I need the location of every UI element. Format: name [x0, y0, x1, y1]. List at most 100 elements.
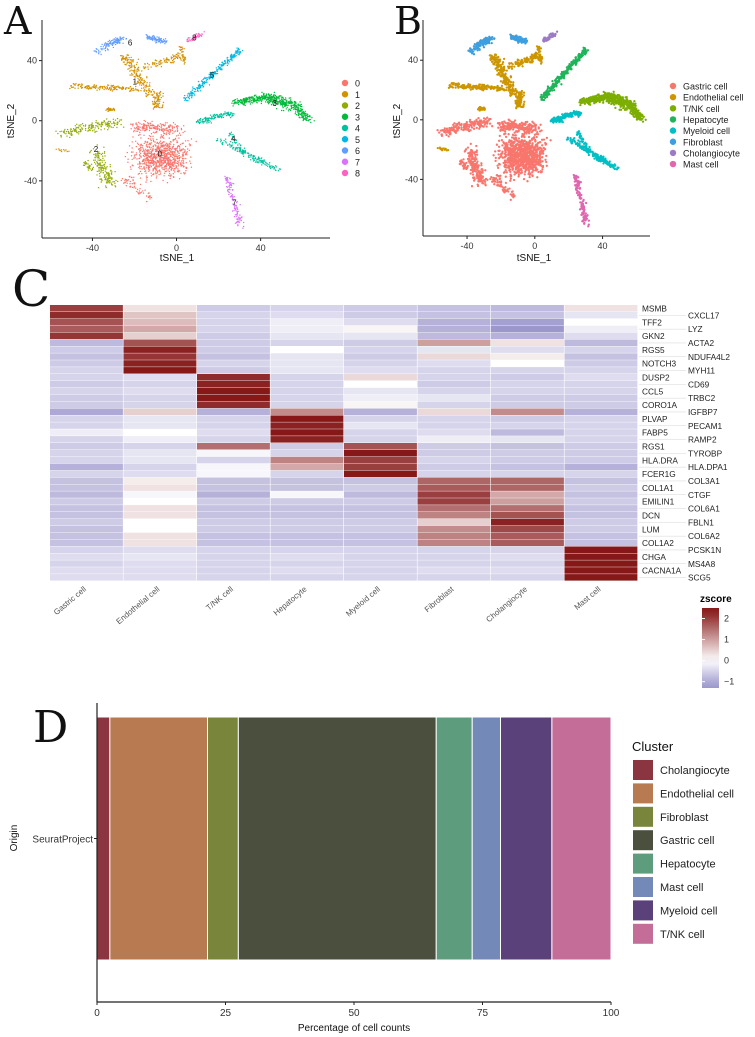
data-point	[192, 86, 194, 88]
data-point	[452, 83, 455, 86]
data-point	[181, 54, 183, 56]
data-point	[131, 74, 133, 76]
data-point	[191, 89, 193, 91]
data-point	[221, 61, 223, 64]
data-point	[130, 155, 133, 157]
data-point	[113, 87, 116, 89]
data-point	[152, 93, 154, 96]
data-point	[167, 126, 170, 128]
data-point	[512, 154, 515, 157]
legend-label: 8	[355, 169, 360, 179]
data-point	[73, 129, 76, 131]
data-point	[258, 97, 261, 99]
data-point	[150, 66, 152, 68]
data-point	[178, 55, 180, 57]
data-point	[156, 159, 159, 162]
data-point	[287, 102, 289, 105]
data-point	[508, 156, 511, 159]
data-point	[189, 93, 191, 95]
data-point	[88, 85, 90, 87]
data-point	[173, 164, 175, 166]
data-point	[66, 135, 68, 137]
data-point	[527, 151, 530, 155]
data-point	[228, 185, 230, 187]
data-point	[524, 169, 527, 172]
data-point	[144, 161, 146, 163]
data-point	[135, 128, 137, 130]
data-point	[151, 162, 154, 165]
data-point	[139, 131, 141, 134]
data-point	[193, 91, 196, 93]
data-point	[231, 196, 234, 198]
data-point	[86, 85, 88, 87]
data-point	[508, 168, 512, 171]
data-point	[238, 219, 240, 221]
data-point	[176, 145, 179, 148]
data-point	[149, 161, 151, 164]
data-point	[294, 111, 297, 113]
data-point	[202, 86, 204, 88]
data-point	[136, 124, 138, 126]
data-point	[170, 160, 172, 162]
data-point	[526, 120, 529, 124]
data-point	[95, 84, 98, 87]
data-point	[493, 183, 496, 186]
data-point	[93, 161, 96, 164]
data-point	[513, 65, 516, 68]
data-point	[145, 177, 148, 179]
data-point	[222, 116, 225, 119]
data-point	[171, 165, 174, 167]
data-point	[260, 160, 263, 163]
data-point	[165, 142, 167, 144]
data-point	[94, 159, 96, 161]
data-point	[168, 153, 170, 155]
data-point	[173, 156, 175, 158]
data-point	[124, 58, 127, 60]
data-point	[142, 192, 145, 194]
data-point	[290, 107, 293, 110]
data-point	[509, 173, 512, 176]
data-point	[92, 85, 95, 88]
data-point	[80, 124, 82, 126]
data-point	[143, 79, 145, 82]
data-point	[81, 83, 83, 85]
data-point	[228, 188, 230, 191]
data-point	[210, 122, 212, 124]
data-point	[147, 68, 149, 70]
data-point	[166, 162, 169, 164]
data-point	[158, 151, 160, 153]
data-point	[229, 113, 232, 116]
data-point	[156, 104, 158, 106]
data-point	[97, 127, 100, 130]
data-point	[282, 100, 284, 103]
data-point	[112, 89, 114, 91]
data-point	[149, 127, 152, 129]
data-point	[145, 128, 147, 131]
data-point	[509, 124, 512, 127]
data-point	[155, 177, 158, 179]
data-point	[152, 103, 154, 105]
data-point	[140, 137, 142, 139]
data-point	[84, 86, 87, 88]
data-point	[145, 170, 147, 172]
data-point	[172, 154, 175, 156]
data-point	[60, 150, 63, 153]
data-point	[183, 60, 185, 62]
data-point	[96, 161, 98, 163]
data-point	[159, 123, 162, 125]
data-point	[269, 101, 271, 103]
data-point	[155, 173, 157, 175]
data-point	[273, 91, 276, 94]
data-point	[132, 74, 134, 76]
data-point	[260, 96, 263, 99]
data-point	[243, 147, 246, 149]
data-point	[505, 171, 508, 174]
data-point	[100, 167, 102, 169]
data-point	[153, 173, 155, 175]
data-point	[289, 97, 292, 99]
data-point	[277, 102, 279, 104]
data-point	[120, 179, 123, 182]
data-point	[147, 66, 149, 68]
data-point	[497, 145, 501, 148]
data-point	[166, 132, 168, 134]
